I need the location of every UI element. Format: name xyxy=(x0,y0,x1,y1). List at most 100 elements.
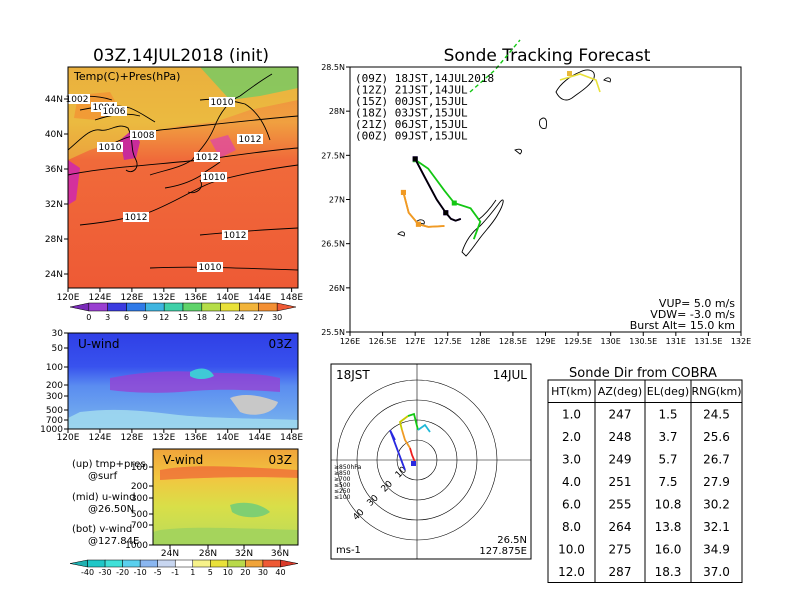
table-cell: 4.0 xyxy=(562,475,581,489)
v-y-tick-label: 1000 xyxy=(125,541,148,551)
vdw-label: VDW= -3.0 m/s xyxy=(650,308,735,321)
note-bot-2: @127.84E xyxy=(88,536,139,547)
table-cell: 264 xyxy=(609,520,632,534)
track-line xyxy=(469,39,521,93)
map-x-tick-label: 124E xyxy=(89,293,112,303)
track-point xyxy=(400,189,406,195)
main-map-x-ticks: 120E 124E 128E 132E 136E 140E 144E 148E xyxy=(57,288,303,303)
track-legend-entry: (09Z) 18JST,14JUL2018 xyxy=(355,72,494,85)
isobar-label: 1010 xyxy=(99,143,122,153)
note-up: (up) tmp+pres xyxy=(72,459,146,470)
u-y-tick-label: 100 xyxy=(46,363,63,373)
map-x-tick-label: 136E xyxy=(184,293,207,303)
u-x-tick-label: 132E xyxy=(152,433,175,443)
table-cell: 18.3 xyxy=(655,565,682,579)
table-cell: 13.8 xyxy=(655,520,682,534)
temp-colorbar-label: 9 xyxy=(143,313,148,322)
track-x-tick-label: 131.5E xyxy=(694,337,722,346)
v-y-tick-label: 700 xyxy=(131,521,148,531)
table-title: Sonde Dir from COBRA xyxy=(569,366,717,381)
isobar-label: 1012 xyxy=(224,231,247,241)
u-x-tick-label: 120E xyxy=(57,433,80,443)
map-x-tick-label: 140E xyxy=(216,293,239,303)
wind-colorbar-label: -5 xyxy=(154,568,162,577)
legend-notes: (up) tmp+pres @surf (mid) u-wind @26.50N… xyxy=(72,459,146,547)
v-wind-title: V-wind xyxy=(163,453,203,467)
main-map-frame xyxy=(67,66,299,289)
hodo-level-label: ≤500 xyxy=(334,482,351,489)
v-wind-frame xyxy=(152,448,299,546)
table-cell: 255 xyxy=(609,498,632,512)
v-x-tick-label: 28N xyxy=(199,549,217,559)
table-cell: 8.0 xyxy=(562,520,581,534)
map-x-tick-label: 128E xyxy=(120,293,143,303)
map-x-tick-label: 144E xyxy=(248,293,271,303)
hodo-trace xyxy=(409,447,416,463)
track-x-tick-label: 129.5E xyxy=(564,337,592,346)
hodo-trace xyxy=(389,429,406,471)
sonde-tracks xyxy=(400,39,601,240)
track-line xyxy=(414,158,462,222)
table-cell: 7.5 xyxy=(658,475,677,489)
table-header: AZ(deg) xyxy=(598,385,642,398)
isobar-label: 1012 xyxy=(125,213,148,223)
u-x-tick-label: 140E xyxy=(216,433,239,443)
hodo-level-label: ≥850hPa xyxy=(334,464,362,471)
table-cell: 2.0 xyxy=(562,430,581,444)
track-point xyxy=(451,200,457,206)
note-mid-2: @26.50N xyxy=(88,504,134,515)
hodo-date: 14JUL xyxy=(493,368,528,382)
hodo-time: 18JST xyxy=(336,368,370,382)
temp-colorbar-label: 30 xyxy=(272,313,282,322)
table-cell: 30.2 xyxy=(703,498,730,512)
wind-colorbar-label: 20 xyxy=(240,568,250,577)
isobar-label: 1002 xyxy=(66,95,89,105)
hodo-trace xyxy=(417,423,431,433)
table-cell: 3.7 xyxy=(658,430,677,444)
u-wind-section xyxy=(68,333,298,429)
track-x-tick-label: 130E xyxy=(601,337,621,346)
track-x-tick-label: 127E xyxy=(405,337,425,346)
wind-colorbar-label: 1 xyxy=(190,568,195,577)
wind-colorbar-label: -1 xyxy=(171,568,179,577)
table-cell: 32.1 xyxy=(703,520,730,534)
track-x-tick-label: 126.5E xyxy=(369,337,397,346)
hodo-trace xyxy=(401,429,411,449)
map-y-tick-label: 24N xyxy=(45,270,63,280)
track-y-tick-label: 26N xyxy=(329,284,345,293)
note-mid: (mid) u-wind xyxy=(72,492,135,503)
track-y-tick-label: 27.5N xyxy=(321,151,345,160)
launch-params: VUP= 5.0 m/s VDW= -3.0 m/s Burst Alt= 15… xyxy=(630,297,736,332)
tracking-legend: (09Z) 18JST,14JUL2018(12Z) 21JST,14JUL(1… xyxy=(355,72,494,143)
wind-colorbar-label: 30 xyxy=(258,568,268,577)
u-wind-x-ticks: 120E 124E 128E 132E 136E 140E 144E 148E xyxy=(57,429,303,443)
wind-colorbar-label: -20 xyxy=(116,568,129,577)
track-line xyxy=(414,158,462,222)
table-cell: 16.0 xyxy=(655,543,682,557)
track-line xyxy=(414,158,462,222)
track-y-tick-label: 25.5N xyxy=(321,328,345,337)
isobar-labels: 1002100410061008101010101012101210101012… xyxy=(64,94,263,273)
track-legend-entry: (12Z) 21JST,14JUL xyxy=(355,84,468,97)
tracking-y-ticks: 25.5N 26N 26.5N 27N 27.5N 28N 28.5N xyxy=(321,63,350,337)
isobar-label: 1010 xyxy=(203,173,226,183)
table-cell: 12.0 xyxy=(558,565,585,579)
map-y-tick-label: 40N xyxy=(45,130,63,140)
u-y-tick-label: 300 xyxy=(46,392,63,402)
track-x-tick-label: 127.5E xyxy=(434,337,462,346)
table-header: EL(deg) xyxy=(647,385,689,398)
u-y-tick-label: 30 xyxy=(52,329,64,339)
tracking-title: Sonde Tracking Forecast xyxy=(444,46,651,66)
wind-colorbar-label: 40 xyxy=(275,568,285,577)
isobar-label: 1010 xyxy=(199,263,222,273)
track-x-tick-label: 126E xyxy=(340,337,360,346)
hodo-level-label: ≥700 xyxy=(334,476,351,483)
v-y-tick-label: 100 xyxy=(131,463,148,473)
wind-colorbar-label: -30 xyxy=(99,568,112,577)
temp-colorbar-label: 3 xyxy=(105,313,110,322)
temp-colorbar-label: 0 xyxy=(86,313,91,322)
temp-colorbar-label: 6 xyxy=(124,313,129,322)
u-wind-title: U-wind xyxy=(78,337,119,351)
temperature-map xyxy=(67,67,299,288)
